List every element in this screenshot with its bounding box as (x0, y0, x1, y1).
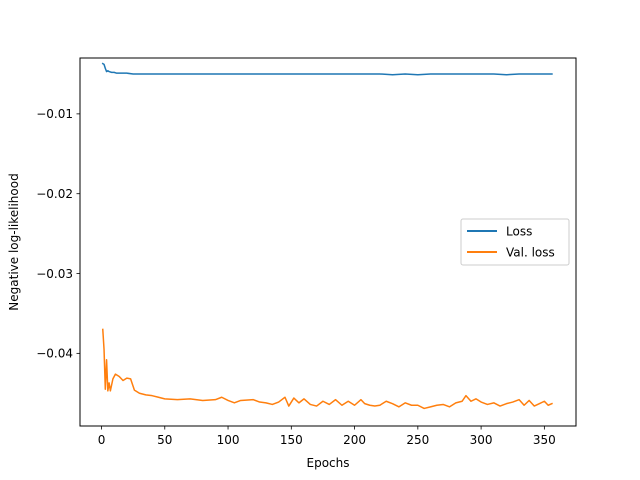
x-axis-label: Epochs (307, 456, 350, 470)
y-axis-label: Negative log-likelihood (7, 173, 21, 310)
y-tick-label: −0.02 (36, 187, 73, 201)
x-tick-label: 200 (343, 433, 366, 447)
y-axis: −0.04 −0.03 −0.02 −0.01 (36, 107, 80, 361)
x-tick-label: 250 (406, 433, 429, 447)
x-tick-label: 0 (98, 433, 106, 447)
y-tick-label: −0.01 (36, 107, 73, 121)
series-line-loss (101, 62, 553, 76)
x-tick-label: 150 (280, 433, 303, 447)
legend-label-val-loss: Val. loss (506, 246, 555, 260)
x-tick-label: 100 (217, 433, 240, 447)
x-axis: 0 50 100 150 200 250 300 350 (98, 426, 556, 447)
y-tick-label: −0.04 (36, 347, 73, 361)
axes-frame (79, 57, 577, 427)
x-tick-label: 300 (470, 433, 493, 447)
x-tick-label: 50 (157, 433, 172, 447)
series-layer (101, 62, 553, 410)
legend: Loss Val. loss (460, 218, 570, 266)
x-tick-label: 350 (533, 433, 556, 447)
y-tick-label: −0.03 (36, 267, 73, 281)
legend-label-loss: Loss (506, 225, 532, 239)
series-line-val-loss (101, 328, 553, 410)
